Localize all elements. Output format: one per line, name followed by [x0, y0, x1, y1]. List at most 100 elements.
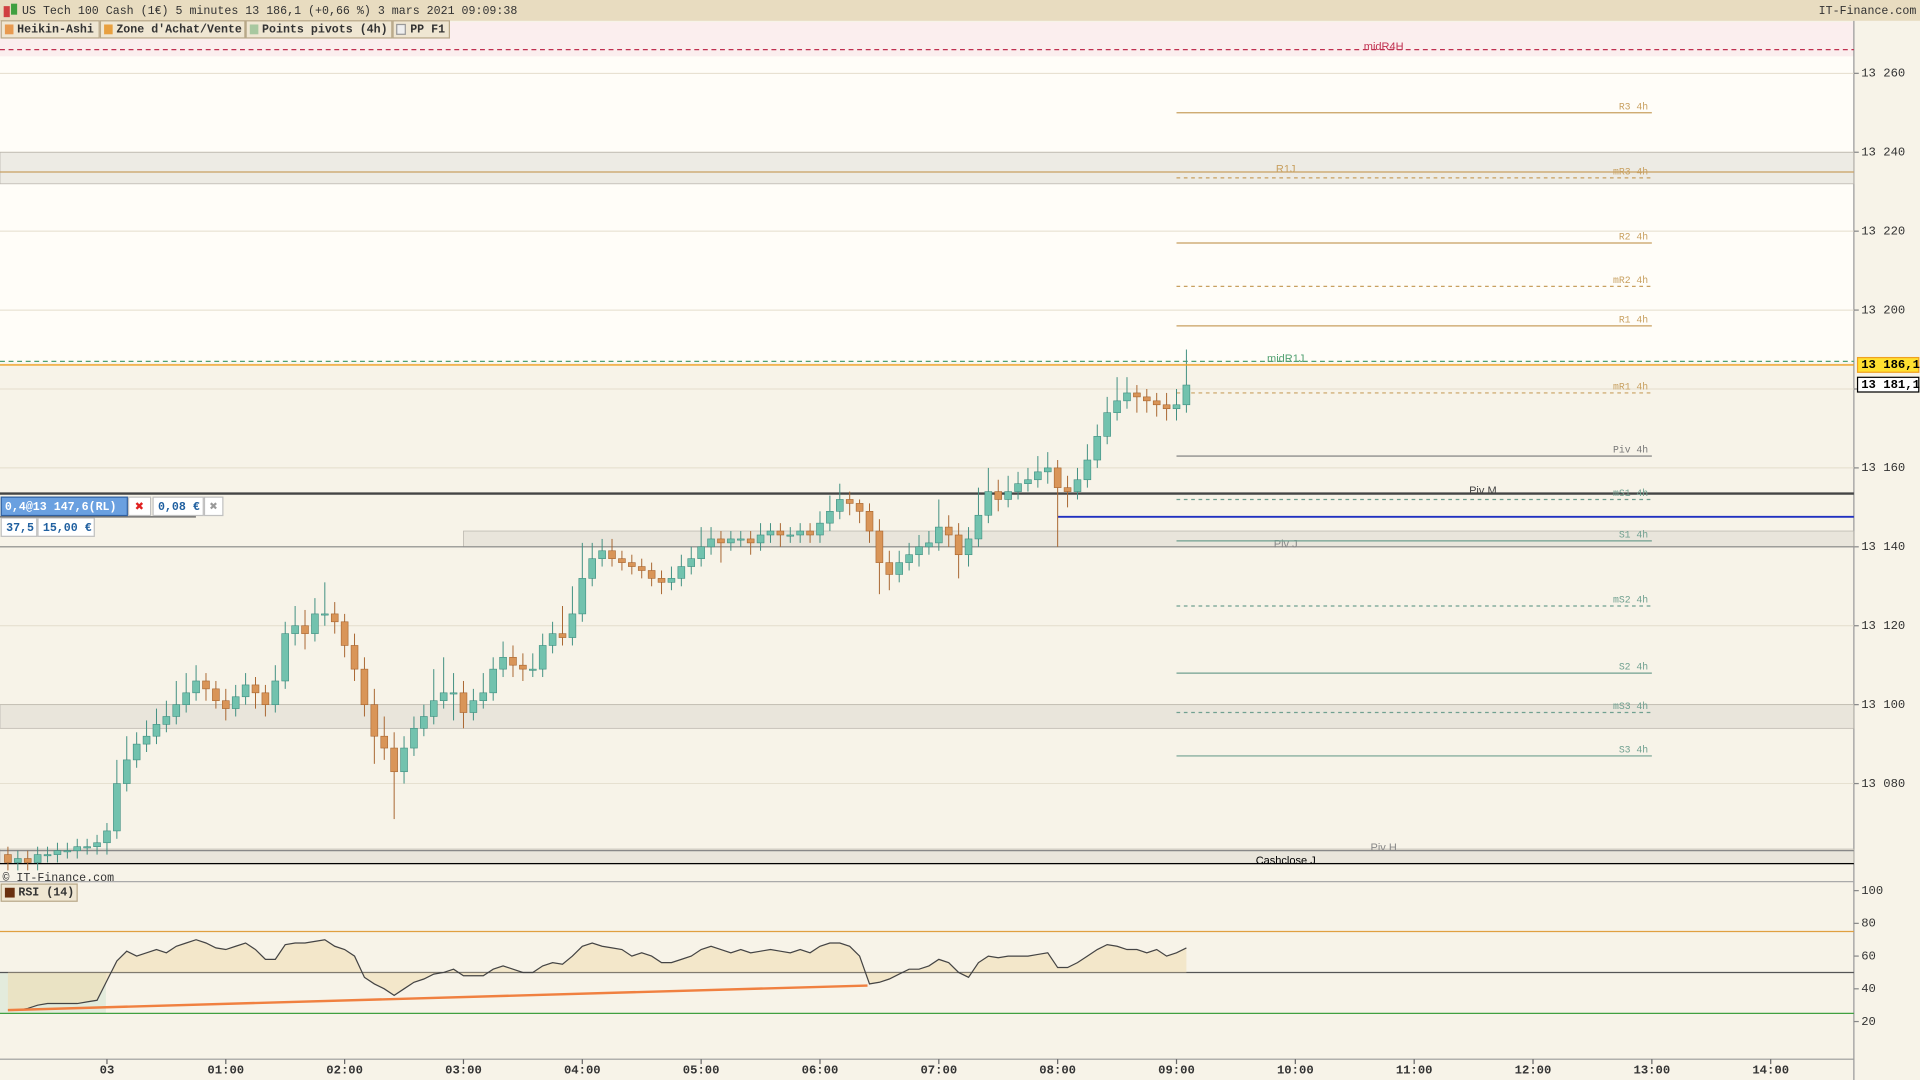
close-button[interactable]	[203, 496, 224, 517]
x-tick-label: 08:00	[1039, 1063, 1076, 1077]
tab[interactable]	[245, 20, 393, 39]
x-tick-label: 13:00	[1633, 1063, 1670, 1077]
x-tick-label: 07:00	[920, 1063, 957, 1077]
y-tick-label: 13 080	[1861, 777, 1905, 791]
candle-body	[281, 633, 289, 682]
y-tick-label: 13 160	[1861, 461, 1905, 475]
candle-body	[816, 522, 824, 536]
price-tag	[1856, 376, 1920, 393]
x-tick-label: 06:00	[802, 1063, 839, 1077]
candle-body	[469, 700, 478, 713]
candle-body	[786, 534, 795, 537]
candle-body	[439, 692, 448, 702]
cancel-button[interactable]	[127, 496, 152, 517]
candle-body	[1172, 404, 1181, 410]
candle-body	[93, 842, 101, 847]
candle-body	[1152, 400, 1161, 406]
tab-label[interactable]: Heikin-Ashi	[17, 23, 94, 36]
candle-body	[677, 566, 686, 579]
candle-body	[33, 854, 42, 863]
candle-body	[796, 530, 804, 536]
x-tick-label: 01:00	[207, 1063, 244, 1077]
order-box[interactable]	[0, 496, 128, 517]
tab[interactable]	[0, 883, 78, 902]
candle-body	[14, 858, 22, 863]
pivot-label: mS1 4h	[1613, 488, 1648, 499]
candle-body	[766, 530, 775, 536]
pivot-label: Piv 4h	[1613, 445, 1648, 456]
candle-body	[1113, 400, 1121, 413]
zone	[0, 704, 1855, 729]
candle-body	[746, 538, 755, 544]
amount-box	[37, 517, 95, 537]
close-icon[interactable]: ✖	[210, 501, 218, 516]
tab[interactable]	[0, 20, 100, 39]
pivot-label: mR3 4h	[1613, 166, 1648, 177]
candle-body	[271, 680, 280, 705]
tab-label[interactable]: Zone d'Achat/Vente	[116, 23, 242, 36]
pivot-label: mR2 4h	[1613, 275, 1648, 286]
candle-body	[954, 534, 963, 556]
candle-body	[687, 558, 696, 567]
tab-label[interactable]: Points pivots (4h)	[262, 23, 388, 36]
tab-icon	[4, 24, 14, 35]
y-tick-label: 13 120	[1861, 619, 1905, 633]
candle-body	[558, 633, 567, 638]
order-label[interactable]: 0,4@13 147,6(RL)	[5, 501, 117, 514]
candle-body	[113, 783, 121, 832]
candle-body	[1143, 396, 1151, 402]
candle-body	[1073, 479, 1082, 492]
candle-body	[509, 656, 517, 666]
candle-body	[202, 680, 210, 690]
candle-body	[1123, 392, 1131, 402]
candle-body	[736, 538, 745, 541]
x-tick-label: 14:00	[1752, 1063, 1789, 1077]
x-tick-label: 04:00	[564, 1063, 601, 1077]
candle-body	[1004, 491, 1012, 500]
candle-body	[459, 692, 468, 713]
candle-body	[519, 664, 527, 670]
candle-body	[390, 747, 398, 773]
candle-body	[578, 578, 587, 615]
y-tick-label: 13 260	[1861, 67, 1905, 81]
candle-body	[43, 854, 52, 857]
candle-body	[301, 625, 309, 634]
level-label: Piv J	[1274, 538, 1298, 550]
order-gain: 0,08 €	[158, 501, 200, 514]
candle-body	[1053, 467, 1062, 488]
candle-body	[311, 613, 319, 634]
pivot-label: S3 4h	[1619, 744, 1648, 755]
tab-label[interactable]: PP F1	[410, 23, 445, 36]
candle-body	[53, 850, 62, 855]
candle-body	[915, 546, 923, 556]
candle-body	[776, 530, 785, 536]
y-tick-label: 40	[1861, 982, 1876, 996]
candle-body	[1034, 471, 1042, 481]
brand: IT-Finance.com	[1819, 5, 1917, 18]
trendline	[7, 984, 868, 1012]
y-tick-label: 13 200	[1861, 303, 1905, 317]
tab-icon	[104, 24, 113, 35]
rsi-title[interactable]: RSI (14)	[18, 887, 74, 900]
y-tick-label: 13 240	[1861, 145, 1905, 159]
tab[interactable]	[99, 20, 246, 39]
level-label: R1J	[1276, 163, 1296, 175]
x-tick-label: 12:00	[1515, 1063, 1552, 1077]
pivot-label: S2 4h	[1619, 662, 1648, 673]
candle-body	[142, 735, 151, 745]
zone	[0, 151, 1855, 185]
y-tick-label: 13 220	[1861, 224, 1905, 238]
cancel-icon[interactable]: ✖	[135, 500, 144, 516]
pivot-label: mR1 4h	[1613, 381, 1648, 392]
candle-body	[241, 684, 250, 698]
price-tag	[1856, 356, 1920, 373]
level-label: Piv H	[1371, 842, 1397, 854]
tab[interactable]	[392, 20, 450, 39]
candle-body	[855, 503, 864, 512]
candle-body	[212, 688, 220, 702]
candle-body	[103, 830, 111, 844]
x-tick-label: 09:00	[1158, 1063, 1195, 1077]
candle-body	[905, 554, 913, 563]
